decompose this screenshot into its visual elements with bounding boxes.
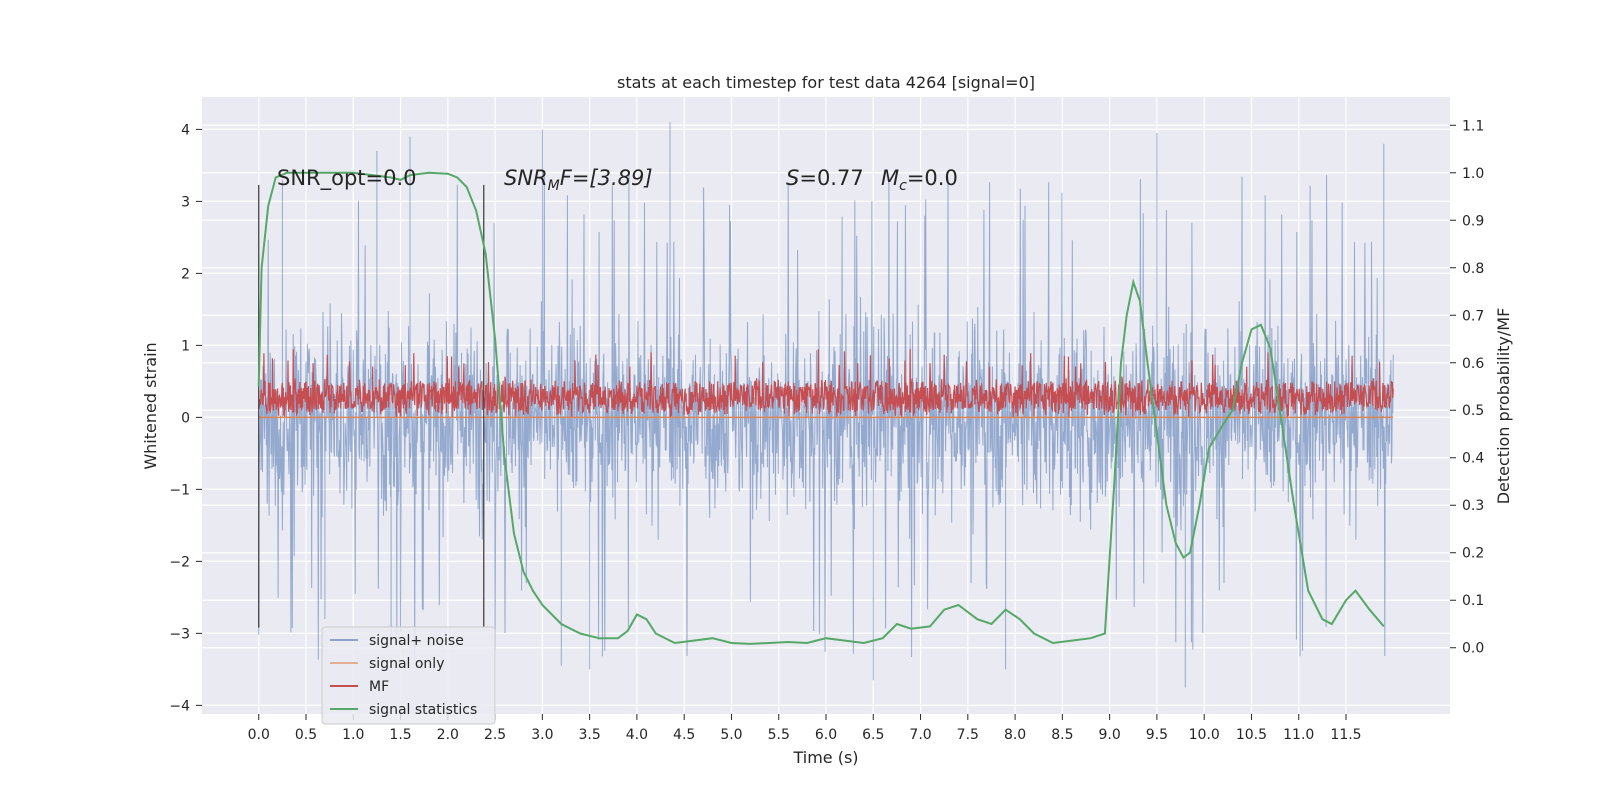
legend-label-signal-only: signal only <box>369 656 444 672</box>
y-tick-label: 2 <box>181 266 190 282</box>
x-tick-label: 1.0 <box>342 727 364 743</box>
y2-tick-label: 0.5 <box>1462 403 1484 419</box>
x-tick-label: 3.0 <box>531 727 553 743</box>
y2-tick-label: 0.8 <box>1462 261 1484 277</box>
y-tick-label: 1 <box>181 338 190 354</box>
legend-label-signal-statistics: signal statistics <box>369 702 477 718</box>
y2-tick-label: 1.1 <box>1462 118 1484 134</box>
y2-tick-label: 0.2 <box>1462 546 1484 562</box>
x-tick-label: 2.5 <box>484 727 506 743</box>
y2-tick-label: 0.7 <box>1462 308 1484 324</box>
annotation-snr-mf-label: SNR <box>504 166 548 190</box>
y-axis-label: Whitened strain <box>141 342 160 469</box>
x-tick-label: 10.0 <box>1189 727 1220 743</box>
y2-tick-label: 0.6 <box>1462 356 1484 372</box>
x-tick-label: 9.0 <box>1099 727 1121 743</box>
x-axis-ticks: 0.0 0.5 1.0 1.5 2.0 2.5 3.0 3.5 4.0 4.5 5.0 5.5 6.0 6… <box>248 714 1362 743</box>
x-tick-label: 4.5 <box>673 727 695 743</box>
y-tick-label: −3 <box>169 626 190 642</box>
y-tick-label: 4 <box>181 122 190 138</box>
x-tick-label: 0.0 <box>248 727 270 743</box>
x-tick-label: 9.5 <box>1146 727 1168 743</box>
annotation-snr-mf-value: F=[3.89] <box>560 166 653 190</box>
legend: signal+ noise signal only MF signal stat… <box>321 626 496 725</box>
x-tick-label: 3.5 <box>579 727 601 743</box>
annotation-s-value: =0.77 <box>799 166 863 190</box>
y-tick-label: 0 <box>181 410 190 426</box>
series-signal-statistics <box>257 171 1385 645</box>
x-tick-label: 4.0 <box>626 727 648 743</box>
y2-axis-label: Detection probability/MF <box>1494 308 1513 505</box>
x-tick-label: 6.5 <box>862 727 884 743</box>
x-tick-label: 8.5 <box>1051 727 1073 743</box>
y-tick-label: −1 <box>169 482 190 498</box>
y-tick-label: 3 <box>181 194 190 210</box>
annotation-mc-label: M <box>881 166 899 190</box>
legend-box <box>321 626 496 725</box>
annotation-snr-opt: SNR_opt=0.0 <box>277 166 417 191</box>
chart-title: stats at each timestep for test data 426… <box>617 73 1035 92</box>
x-tick-label: 6.0 <box>815 727 837 743</box>
y2-tick-label: 0.9 <box>1462 213 1484 229</box>
x-tick-label: 7.5 <box>957 727 979 743</box>
annotation-mc-sub: c <box>899 178 907 194</box>
x-axis-label: Time (s) <box>792 748 858 767</box>
x-tick-label: 5.5 <box>768 727 790 743</box>
y-axis-ticks: −4 −3 −2 −1 0 1 2 3 4 <box>169 122 202 714</box>
vertical-markers <box>258 184 485 628</box>
series-mf <box>258 349 1394 418</box>
annotation-snr-mf: SNRMF=[3.89] <box>504 166 653 194</box>
x-tick-label: 11.5 <box>1330 727 1361 743</box>
y-tick-label: −2 <box>169 554 190 570</box>
y2-tick-label: 0.0 <box>1462 641 1484 657</box>
x-tick-label: 8.0 <box>1004 727 1026 743</box>
y2-tick-label: 0.3 <box>1462 498 1484 514</box>
annotation-mc: Mc=0.0 <box>881 166 958 194</box>
y2-tick-label: 0.1 <box>1462 593 1484 609</box>
x-tick-label: 2.0 <box>437 727 459 743</box>
series-signal-noise <box>258 122 1394 688</box>
legend-label-signal-noise: signal+ noise <box>369 633 464 649</box>
y2-tick-label: 0.4 <box>1462 451 1484 467</box>
x-tick-label: 5.0 <box>720 727 742 743</box>
y-tick-label: −4 <box>169 698 190 714</box>
annotation-snr-mf-sub: M <box>548 178 560 194</box>
x-tick-label: 7.0 <box>909 727 931 743</box>
legend-label-mf: MF <box>369 679 389 695</box>
annotation-s-label: S <box>786 166 799 190</box>
x-tick-label: 0.5 <box>295 727 317 743</box>
y2-tick-label: 1.0 <box>1462 166 1484 182</box>
annotation-mc-value: =0.0 <box>907 166 958 190</box>
y2-axis-ticks: 0.0 0.1 0.2 0.3 0.4 0.5 0.6 0.7 0.8 0.9 1.0 1.1 <box>1450 118 1484 657</box>
x-tick-label: 11.0 <box>1283 727 1314 743</box>
x-tick-label: 10.5 <box>1236 727 1267 743</box>
annotation-s: S=0.77 <box>786 166 864 190</box>
x-tick-label: 1.5 <box>389 727 411 743</box>
